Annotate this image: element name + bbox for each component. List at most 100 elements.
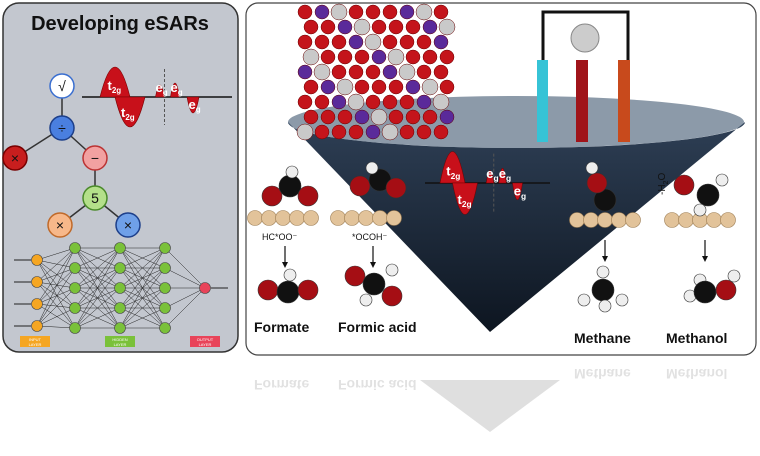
nn-edge <box>36 259 76 329</box>
orbital-lobe <box>99 66 131 98</box>
atom <box>405 109 421 125</box>
atom <box>303 79 319 95</box>
nn-edge <box>74 267 121 329</box>
nn-edge <box>36 287 76 327</box>
atom <box>354 109 370 125</box>
surface-atom <box>344 210 360 226</box>
atom <box>353 18 371 36</box>
orbital-sub: g <box>196 105 201 114</box>
nn-edge <box>74 247 121 269</box>
atom <box>433 4 449 20</box>
tree-node <box>115 212 141 238</box>
product-label: Formic acid <box>338 319 417 335</box>
electrode <box>576 60 588 142</box>
orbital-lobe <box>186 96 200 114</box>
layer-label: OUTPUT <box>197 337 214 342</box>
nn-edge <box>36 259 76 269</box>
nn-edge <box>36 247 76 261</box>
atom <box>433 124 449 140</box>
reflected-cone <box>420 380 560 432</box>
atom <box>405 49 421 65</box>
nn-node <box>31 298 43 310</box>
atom <box>371 79 387 95</box>
nn-edge <box>36 303 76 309</box>
atom <box>371 19 387 35</box>
atom <box>405 79 421 95</box>
orbital-label: t2g <box>121 105 135 122</box>
atom <box>330 3 348 21</box>
nn-edge <box>36 281 76 329</box>
atom <box>439 79 455 95</box>
nn-edge <box>36 267 76 283</box>
surface-atom <box>247 210 263 226</box>
atom <box>297 64 313 80</box>
atom <box>385 263 399 277</box>
atom <box>354 49 370 65</box>
layer-label: LAYER <box>199 342 212 347</box>
nn-edge <box>74 247 121 329</box>
atom <box>303 19 319 35</box>
tree-node-label: ÷ <box>58 120 66 136</box>
orbital-label: eg <box>189 97 201 114</box>
nn-edge <box>164 267 206 289</box>
atom <box>381 285 403 307</box>
orbital-label: eg <box>514 184 526 201</box>
layer-label: INPUT <box>29 337 42 342</box>
atom <box>693 203 707 217</box>
arrow-head <box>370 262 376 268</box>
nn-edge <box>36 259 76 289</box>
atom <box>405 19 421 35</box>
orbital-label: eg <box>499 166 511 183</box>
tree-node <box>2 145 28 171</box>
atom <box>416 64 432 80</box>
product-label: Formate <box>254 319 309 335</box>
tree-node <box>82 185 108 211</box>
nn-edge <box>119 287 166 329</box>
atom <box>261 185 283 207</box>
crystal <box>296 3 456 141</box>
atom <box>727 269 741 283</box>
atom <box>297 94 313 110</box>
orbital-lobe <box>170 82 180 98</box>
nn-edge <box>119 267 166 329</box>
nn-node <box>69 242 81 254</box>
orbital-label: t2g <box>458 192 472 209</box>
arrow-head <box>282 262 288 268</box>
atom <box>348 124 364 140</box>
tree-node <box>49 73 75 99</box>
atom <box>416 34 432 50</box>
layer-label: LAYER <box>29 342 42 347</box>
text: O <box>657 173 668 181</box>
atom <box>297 279 319 301</box>
electrochemical-cell <box>537 10 630 142</box>
nn-node <box>69 322 81 334</box>
nn-node <box>159 262 171 274</box>
layer-tag <box>20 336 50 347</box>
atom <box>331 34 347 50</box>
expression-tree: √ ÷ × − 5 × × <box>2 73 141 238</box>
atom <box>336 78 354 96</box>
tree-node-label: − <box>91 150 99 166</box>
atom <box>439 109 455 125</box>
nn-edge <box>36 259 76 309</box>
text: 2 <box>663 180 670 184</box>
layer-label: HIDDEN <box>112 337 127 342</box>
atom <box>297 185 319 207</box>
reflected-label: Methane <box>574 366 631 382</box>
atom <box>359 293 373 307</box>
nn-node <box>114 242 126 254</box>
atom <box>257 279 279 301</box>
nn-node <box>159 282 171 294</box>
orbital-base: t <box>458 192 463 207</box>
atom <box>285 165 299 179</box>
atom <box>337 109 353 125</box>
orbital-sub: g <box>178 88 183 97</box>
orbital-sub: g <box>493 173 498 183</box>
left-title: Developing eSARs <box>31 13 209 35</box>
product-label: Methanol <box>666 330 727 346</box>
orbital-base: t <box>121 105 126 120</box>
orbital-base: t <box>446 164 451 179</box>
surface-atom <box>597 212 613 228</box>
